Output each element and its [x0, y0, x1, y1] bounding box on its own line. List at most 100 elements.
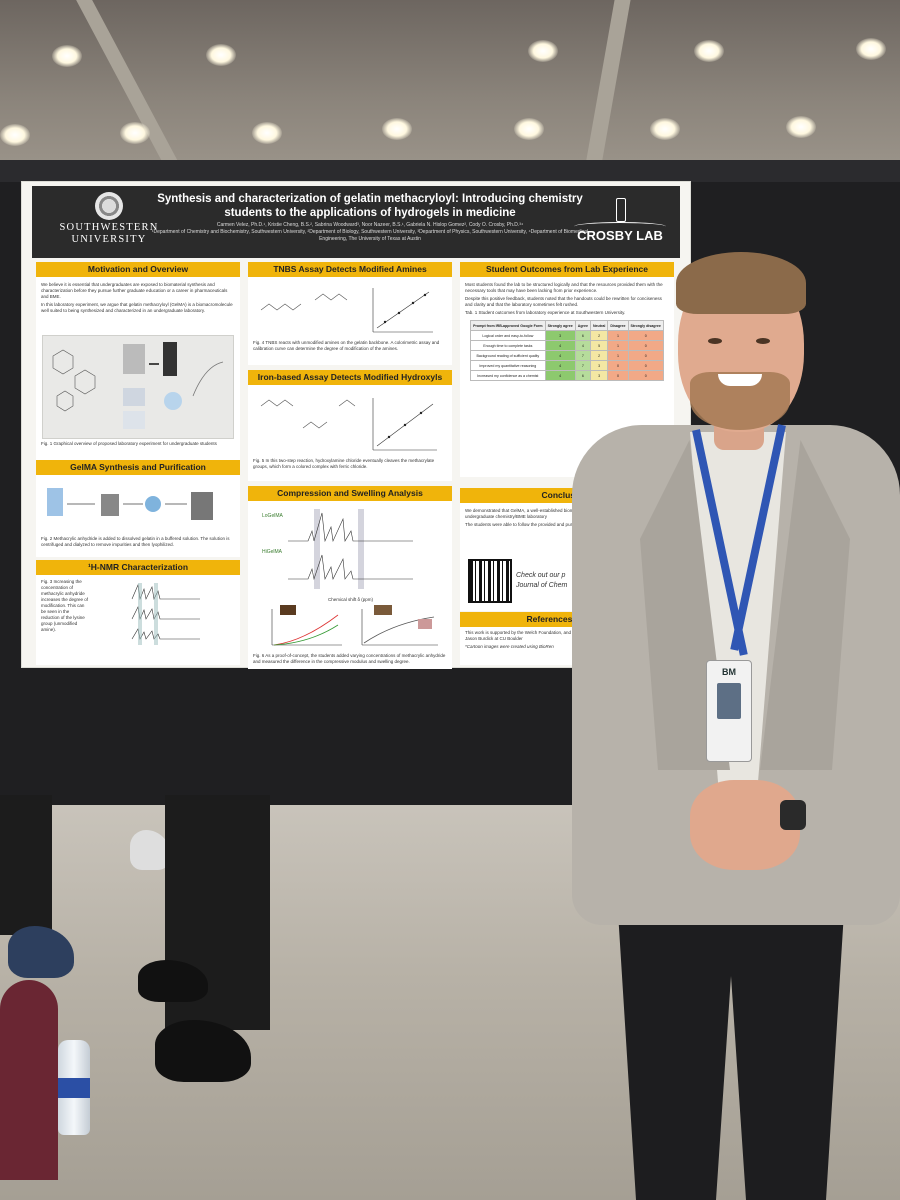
figure-caption: Fig. 3 Increasing the concentration of m… [41, 579, 89, 632]
bullet-text: We believe it is essential that undergra… [41, 282, 228, 299]
table-cell: 0 [627, 350, 664, 361]
table-cell: 6 [574, 330, 591, 341]
table-cell: 5 [589, 340, 609, 351]
qr-code-icon[interactable] [468, 559, 512, 603]
syringe-icon [616, 198, 626, 222]
ceiling-light [382, 118, 412, 140]
table-cell: Improved my quantitative reasoning [470, 360, 546, 371]
table-header-cell: Strongly agree [544, 320, 576, 331]
table-cell: 3 [589, 370, 609, 381]
university-name: SOUTHWESTERN UNIVERSITY [59, 222, 159, 245]
section-title: TNBS Assay Detects Modified Amines [248, 262, 452, 277]
section-title: Motivation and Overview [36, 262, 240, 277]
ceiling-light [52, 45, 82, 67]
eye [708, 338, 722, 344]
table-cell: 7 [574, 350, 591, 361]
water-bottle-label [58, 1078, 90, 1098]
section-body: Fig. 3 Increasing the concentration of m… [36, 575, 240, 665]
table-cell: 7 [574, 360, 591, 371]
ceiling-light [694, 40, 724, 62]
bullet-text: Despite this positive feedback, students… [465, 296, 662, 307]
section-outcomes: Student Outcomes from Lab Experience Mos… [460, 262, 674, 477]
background-person-maroon [0, 980, 58, 1180]
ceiling-light [252, 122, 282, 144]
table-cell: 0 [627, 340, 664, 351]
table-cell: 4 [574, 340, 591, 351]
badge-text: BM [722, 667, 736, 677]
lab-logo-text: CROSBY LAB [577, 228, 663, 243]
lab-logo: CROSBY LAB [568, 194, 672, 250]
badge-photo [717, 683, 741, 719]
section-title: GelMA Synthesis and Purification [36, 460, 240, 475]
table-cell: 4 [544, 370, 576, 381]
ceiling-light [856, 38, 886, 60]
figure-caption: Fig. 6 As a proof-of-concept, the studen… [253, 653, 446, 664]
table-cell: 1 [607, 340, 629, 351]
table-cell: 4 [544, 360, 576, 371]
section-tnbs: TNBS Assay Detects Modified Amines Fig. … [248, 262, 452, 365]
sneaker [130, 830, 170, 870]
figure-caption: Fig. 2 Methacrylic anhydride is added to… [41, 536, 230, 547]
man-hair [676, 252, 806, 314]
poster-title: Synthesis and characterization of gelati… [157, 193, 583, 219]
section-body: Fig. 5 In this two-step reaction, hydrox… [248, 385, 452, 481]
table-header-cell: Agree [574, 320, 591, 331]
synthesis-diagram [47, 488, 213, 520]
section-synthesis: GelMA Synthesis and Purification Fig. 2 … [36, 460, 240, 557]
table-cell: 0 [627, 330, 664, 341]
table-cell: 0 [607, 360, 629, 371]
overview-diagram [52, 342, 224, 429]
table-cell: 0 [627, 360, 664, 371]
table-cell: Logical order and easy-to-follow [470, 330, 546, 341]
table-cell: Increased my confidence as a chemist [470, 370, 546, 381]
table-cell: 4 [544, 340, 576, 351]
poster-header: SOUTHWESTERN UNIVERSITY Synthesis and ch… [32, 186, 680, 258]
table-cell: 1 [607, 350, 629, 361]
poster-board-rail [0, 160, 900, 182]
figure-caption: Fig. 5 In this two-step reaction, hydrox… [253, 458, 435, 469]
watch-icon [780, 800, 806, 830]
author-list: Carmen Velez, Ph.D.¹, Kristie Cheng, B.S… [216, 222, 524, 228]
table-cell: Enough time to complete tasks [470, 340, 546, 351]
sneaker [8, 926, 74, 978]
overview-figure [42, 335, 234, 439]
ceiling-light [650, 118, 680, 140]
table-row: Background reading of sufficient quality… [470, 350, 664, 361]
university-logo: SOUTHWESTERN UNIVERSITY [44, 192, 174, 252]
table-cell: 0 [627, 370, 664, 381]
table-cell: 3 [544, 330, 576, 341]
section-nmr: ¹H-NMR Characterization Fig. 3 Increasin… [36, 560, 240, 665]
ceiling-light [0, 124, 30, 146]
series-label: HiGelMA [262, 549, 283, 555]
tnbs-figure [260, 288, 433, 333]
references-note: *Cartoon images were created using BioRe… [465, 644, 554, 649]
section-motivation: Motivation and Overview We believe it is… [36, 262, 240, 460]
table-cell: 4 [544, 350, 576, 361]
table-row: Increased my confidence as a chemist 4 6… [470, 370, 664, 381]
section-body: Most students found the lab to be struct… [460, 277, 674, 477]
section-body: LoGelMA HiGelMA Chemical shift δ (ppm) [248, 501, 452, 669]
background-person-leg [0, 795, 52, 935]
table-header-cell: Strongly disagree [627, 320, 664, 331]
ceiling-light [528, 40, 558, 62]
modulus-swelling-charts [271, 605, 438, 646]
figure-caption: Fig. 4 TNBS reacts with unmodified amine… [253, 340, 440, 351]
figure-caption: Fig. 1 Graphical overview of proposed la… [41, 441, 217, 446]
ceiling-light [120, 122, 150, 144]
iron-assay-figure [260, 398, 437, 451]
bullet-text: Most students found the lab to be struct… [465, 282, 663, 293]
series-label: LoGelMA [262, 513, 283, 519]
section-compression: Compression and Swelling Analysis LoGelM… [248, 486, 452, 669]
qr-text: Journal of Chem [516, 582, 568, 589]
table-cell: 3 [589, 360, 609, 371]
dress-shoe [138, 960, 208, 1002]
outcomes-table: Prompt from IRB-approved Google Form Str… [470, 320, 664, 381]
poster-authors: Carmen Velez, Ph.D.¹, Kristie Cheng, B.S… [150, 222, 590, 243]
qr-text: Check out our p [516, 572, 566, 579]
eye [756, 338, 770, 344]
table-cell: Background reading of sufficient quality [470, 350, 546, 361]
swoosh-icon [574, 222, 666, 231]
axis-label: Chemical shift δ (ppm) [328, 597, 374, 602]
bullet-text: We demonstrated that GelMA, a well-estab… [465, 508, 666, 519]
section-title: ¹H-NMR Characterization [36, 560, 240, 575]
